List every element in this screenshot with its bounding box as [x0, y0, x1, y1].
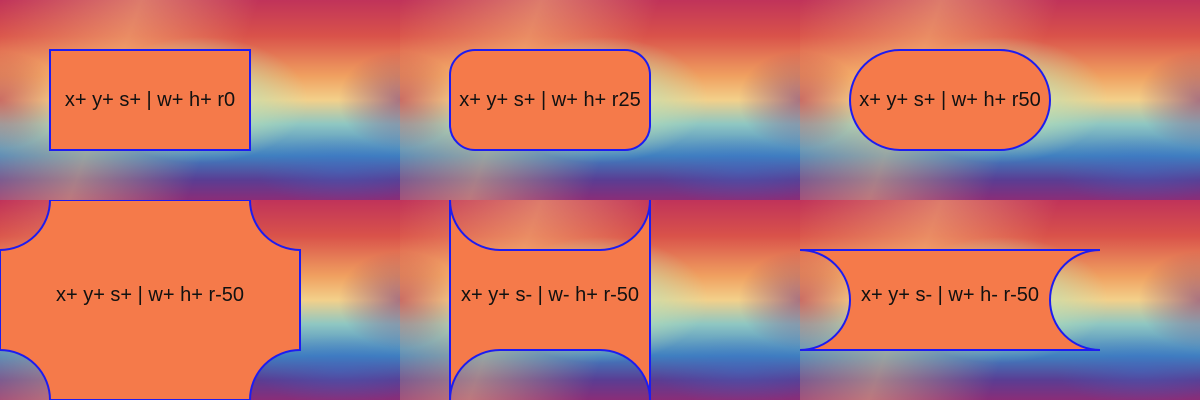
pill-shape	[849, 49, 1051, 151]
shape-label: x+ y+ s+ | w+ h+ r0	[65, 89, 235, 111]
concave-corner-shape	[0, 200, 301, 400]
tile-rect-neg-r50-b-svg: x+ y+ s- | w- h+ r-50	[449, 200, 651, 400]
shape-label: x+ y+ s- | w+ h- r-50	[861, 284, 1039, 306]
tile-rect-neg-r50-b: x+ y+ s- | w- h+ r-50	[400, 200, 800, 400]
concave-edge-shape-vertical	[449, 200, 651, 400]
tile-rect-r50-svg: x+ y+ s+ | w+ h+ r50	[849, 49, 1051, 151]
tile-rect-neg-r50-c-svg: x+ y+ s- | w+ h- r-50	[800, 249, 1101, 351]
rounded-rect-shape	[449, 49, 651, 151]
shape-label: x+ y+ s+ | w+ h+ r25	[459, 89, 640, 111]
tile-rect-r0: x+ y+ s+ | w+ h+ r0	[0, 0, 400, 200]
shape-label: x+ y+ s+ | w+ h+ r-50	[56, 284, 244, 306]
tile-rect-r0-svg: x+ y+ s+ | w+ h+ r0	[49, 49, 251, 151]
tile-rect-neg-r50-a: x+ y+ s+ | w+ h+ r-50	[0, 200, 400, 400]
shape-label: x+ y+ s- | w- h+ r-50	[461, 284, 639, 306]
tile-rect-r50: x+ y+ s+ | w+ h+ r50	[800, 0, 1200, 200]
tile-rect-neg-r50-a-svg: x+ y+ s+ | w+ h+ r-50	[0, 200, 301, 400]
shape-label: x+ y+ s+ | w+ h+ r50	[859, 89, 1040, 111]
tile-rect-neg-r50-c: x+ y+ s- | w+ h- r-50	[800, 200, 1200, 400]
rect-shape	[49, 49, 251, 151]
concave-edge-shape-horizontal	[800, 249, 1101, 351]
tile-rect-r25: x+ y+ s+ | w+ h+ r25	[400, 0, 800, 200]
tile-rect-r25-svg: x+ y+ s+ | w+ h+ r25	[449, 49, 651, 151]
